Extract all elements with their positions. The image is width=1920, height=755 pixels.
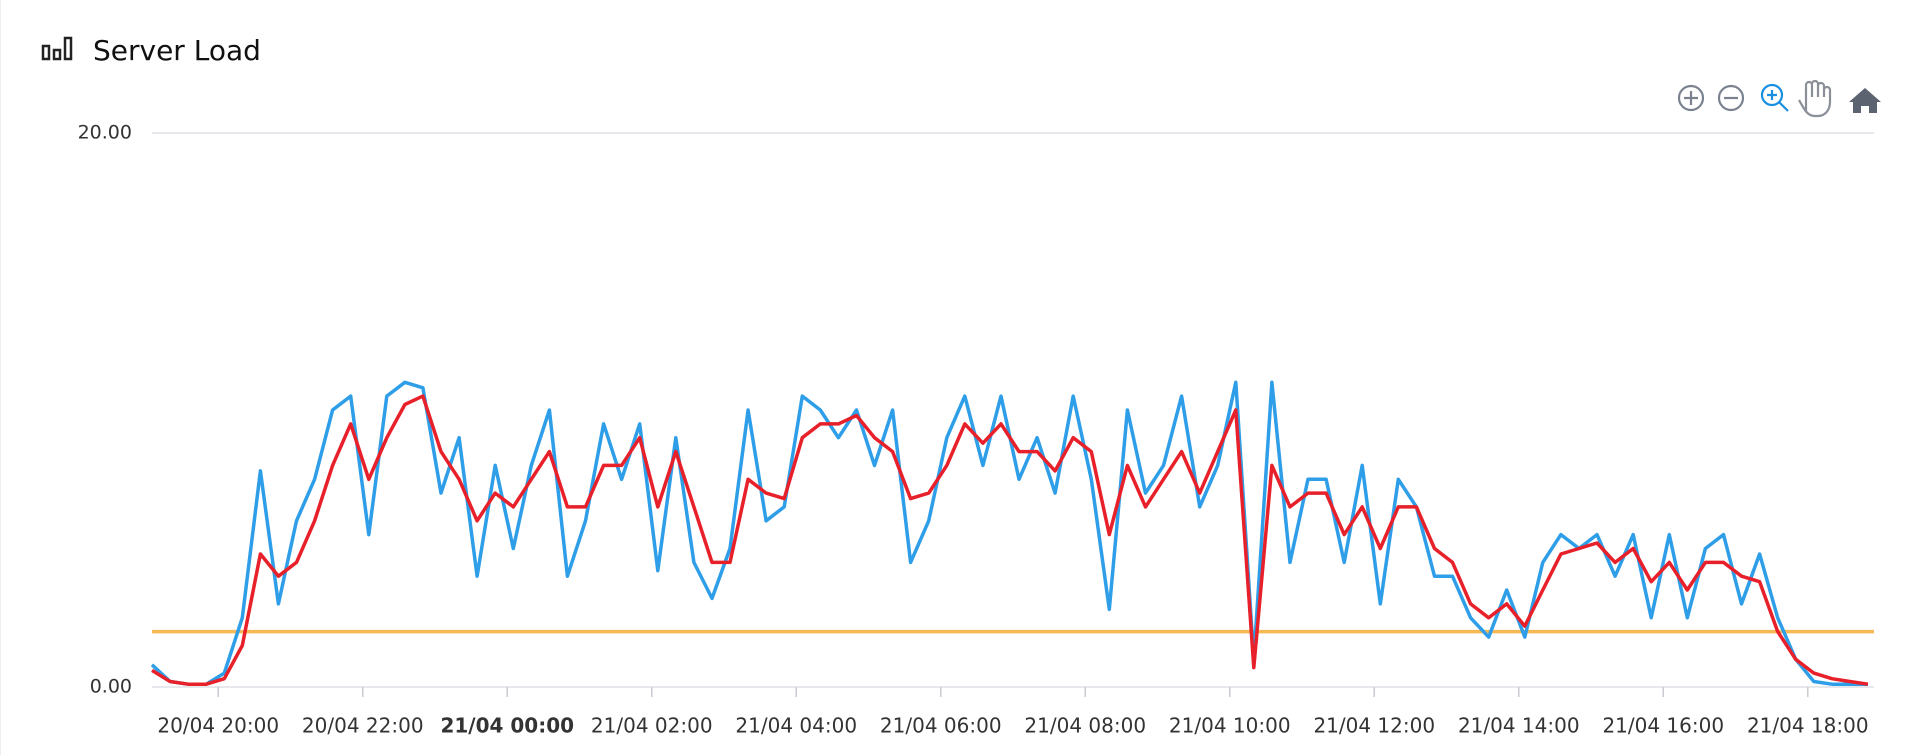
x-tick-label: 21/04 12:00 (1313, 714, 1435, 738)
x-tick-label: 20/04 22:00 (302, 714, 424, 738)
y-tick-label: 20.00 (78, 122, 132, 144)
pan-button[interactable] (1798, 79, 1832, 118)
x-tick-label: 21/04 06:00 (880, 714, 1002, 738)
x-tick-label: 21/04 08:00 (1024, 714, 1146, 738)
x-tick-label: 21/04 00:00 (440, 714, 574, 738)
x-tick-label: 21/04 18:00 (1747, 714, 1869, 738)
y-tick-label: 0.00 (90, 676, 132, 698)
series-line (151, 394, 1869, 686)
chart-title: Server Load (93, 34, 261, 67)
x-tick-label: 21/04 10:00 (1169, 714, 1291, 738)
series-line (150, 380, 1868, 686)
zoom-out-button[interactable] (1717, 84, 1745, 112)
x-tick-label: 21/04 16:00 (1602, 714, 1724, 738)
x-tick-label: 21/04 14:00 (1458, 714, 1580, 738)
zoom-in-button[interactable] (1677, 84, 1705, 112)
x-tick-label: 20/04 20:00 (157, 714, 279, 738)
selection-zoom-button[interactable] (1760, 83, 1789, 112)
toolbar (1677, 79, 1881, 118)
x-tick-label: 21/04 02:00 (591, 714, 713, 738)
x-tick-label: 21/04 04:00 (735, 714, 857, 738)
reset-button[interactable] (1849, 88, 1881, 113)
chart-icon (41, 36, 73, 61)
